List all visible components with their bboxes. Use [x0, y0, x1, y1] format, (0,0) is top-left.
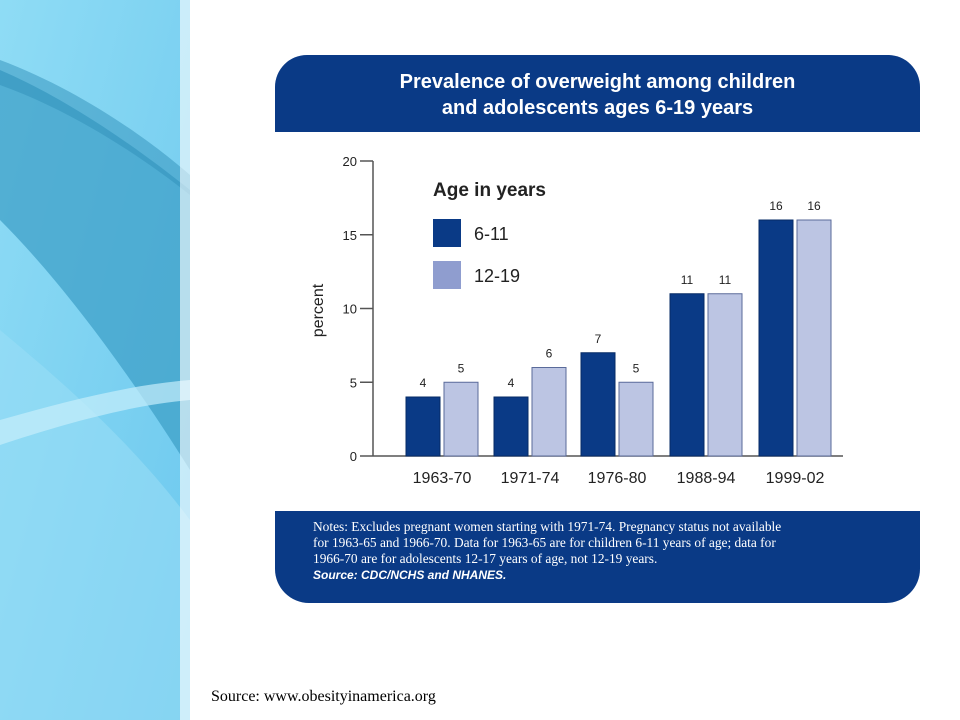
x-tick-label: 1971-74	[501, 470, 560, 487]
legend-title: Age in years	[433, 180, 546, 201]
chart-card: Prevalence of overweight among children …	[275, 55, 920, 605]
bar-data-label: 11	[719, 273, 732, 287]
x-tick-label: 1988-94	[677, 470, 736, 487]
legend-swatch	[433, 219, 461, 247]
chart-title-line-1: Prevalence of overweight among children	[399, 71, 796, 93]
bar-data-label: 7	[595, 332, 602, 346]
bar-chart: 0 5 10 15 20 percent 4 5 1963-70 4 6 1971-74 7 5 1976-…	[310, 154, 843, 487]
bar-data-label: 11	[681, 273, 694, 287]
notes-line-2: for 1963-65 and 1966-70. Data for 1963-6…	[313, 535, 776, 550]
notes-line-3: 1966-70 are for adolescents 12-17 years …	[313, 551, 658, 566]
y-axis-label: percent	[310, 283, 327, 337]
bar	[669, 293, 705, 457]
chart-title-bar: Prevalence of overweight among children …	[275, 55, 920, 132]
bar-data-label: 4	[420, 376, 427, 390]
bar-data-label: 6	[546, 347, 553, 361]
bar	[493, 396, 529, 457]
x-tick-label: 1976-80	[588, 470, 647, 487]
bar	[758, 219, 794, 457]
x-tick-label: 1963-70	[413, 470, 472, 487]
notes-box: Notes: Excludes pregnant women starting …	[275, 511, 920, 603]
page-source-citation: Source: www.obesityinamerica.org	[211, 688, 436, 705]
notes-text: Notes: Excludes pregnant women starting …	[313, 519, 903, 583]
chart-title: Prevalence of overweight among children …	[275, 69, 920, 121]
bar-data-label: 5	[458, 361, 465, 375]
bar-data-label: 16	[807, 199, 821, 213]
bar-data-label: 5	[633, 361, 640, 375]
notes-source: Source: CDC/NCHS and NHANES.	[313, 568, 507, 582]
x-tick-label: 1999-02	[766, 470, 825, 487]
chart-title-line-2: and adolescents ages 6-19 years	[441, 97, 754, 119]
notes-line-1: Notes: Excludes pregnant women starting …	[313, 519, 782, 534]
bar	[405, 396, 441, 457]
y-tick-label: 10	[343, 302, 357, 317]
y-tick-label: 0	[350, 449, 357, 464]
bar-data-label: 4	[508, 376, 515, 390]
y-tick-label: 5	[350, 375, 357, 390]
decorative-waves	[0, 0, 190, 720]
decorative-side-panel	[0, 0, 190, 720]
bar	[443, 381, 479, 457]
legend-label: 12-19	[474, 266, 520, 286]
bar-data-label: 16	[769, 199, 783, 213]
bar	[707, 293, 743, 457]
bar	[580, 352, 616, 457]
legend-label: 6-11	[474, 224, 509, 244]
bar	[618, 381, 654, 457]
y-tick-label: 20	[343, 154, 357, 169]
y-tick-label: 15	[343, 228, 357, 243]
legend-swatch	[433, 261, 461, 289]
bar	[531, 367, 567, 457]
bar	[796, 219, 832, 457]
